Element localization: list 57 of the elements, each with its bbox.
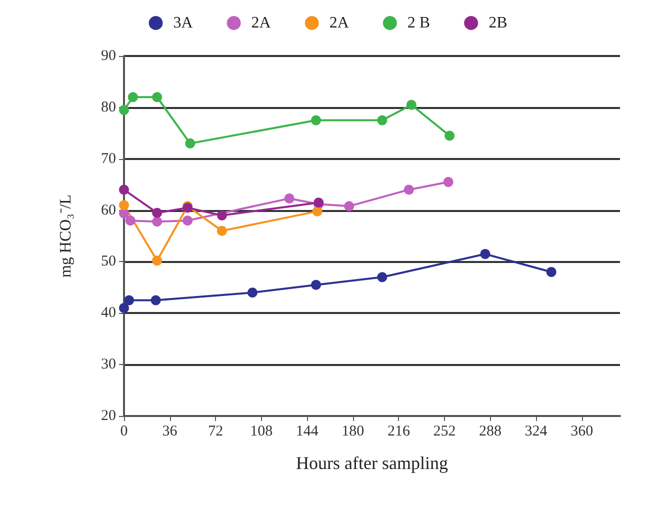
point xyxy=(152,208,162,218)
y-tick-label: 70 xyxy=(101,150,116,167)
y-axis-title: mg HCO₃⁻/L xyxy=(58,194,74,278)
x-tick-label: 180 xyxy=(342,424,364,440)
y-tick-label: 50 xyxy=(101,254,116,270)
point xyxy=(152,256,162,266)
legend-label: 3A xyxy=(173,14,194,32)
point xyxy=(125,216,136,226)
y-tick-label: 60 xyxy=(101,202,116,218)
x-tick-label: 324 xyxy=(524,424,548,440)
point xyxy=(119,208,129,218)
point xyxy=(119,200,129,210)
x-axis-title: Hours after sampling xyxy=(296,453,448,473)
point xyxy=(480,249,490,259)
point xyxy=(150,295,161,306)
x-tick-label: 144 xyxy=(296,424,319,440)
x-tick-label: 0 xyxy=(120,424,128,440)
point xyxy=(128,92,138,102)
legend-label: 2A xyxy=(329,14,350,32)
point xyxy=(124,295,134,306)
y-tick-label: 40 xyxy=(101,305,116,322)
point xyxy=(185,138,196,148)
y-tick-label: 30 xyxy=(101,356,116,373)
legend-label: 2B xyxy=(488,14,508,32)
point xyxy=(216,226,227,236)
x-tick-label: 288 xyxy=(479,424,502,440)
point xyxy=(152,216,162,227)
point xyxy=(344,201,354,212)
x-tick-label: 108 xyxy=(250,424,273,440)
x-tick-label: 36 xyxy=(162,424,178,440)
point xyxy=(119,105,129,115)
x-tick-label: 360 xyxy=(570,424,594,440)
point xyxy=(312,206,322,216)
point xyxy=(444,130,455,141)
point xyxy=(443,177,454,187)
point xyxy=(216,210,227,220)
point xyxy=(377,272,388,282)
point xyxy=(152,92,162,102)
x-tick-label: 72 xyxy=(208,424,224,440)
point xyxy=(311,280,322,290)
point xyxy=(119,184,129,195)
point xyxy=(247,288,258,298)
point xyxy=(119,303,129,313)
point xyxy=(404,184,414,195)
legend-label: 2A xyxy=(251,14,272,32)
point xyxy=(311,115,322,126)
y-tick-label: 20 xyxy=(101,408,116,424)
y-tick-label: 90 xyxy=(101,48,116,64)
point xyxy=(406,100,416,110)
point xyxy=(377,115,388,126)
point xyxy=(546,267,556,277)
point xyxy=(284,193,294,204)
y-tick-label: 80 xyxy=(101,99,116,116)
x-tick-label: 216 xyxy=(387,424,410,440)
point xyxy=(182,216,193,226)
legend-label: 2 B xyxy=(407,14,430,32)
x-tick-label: 252 xyxy=(433,424,456,440)
